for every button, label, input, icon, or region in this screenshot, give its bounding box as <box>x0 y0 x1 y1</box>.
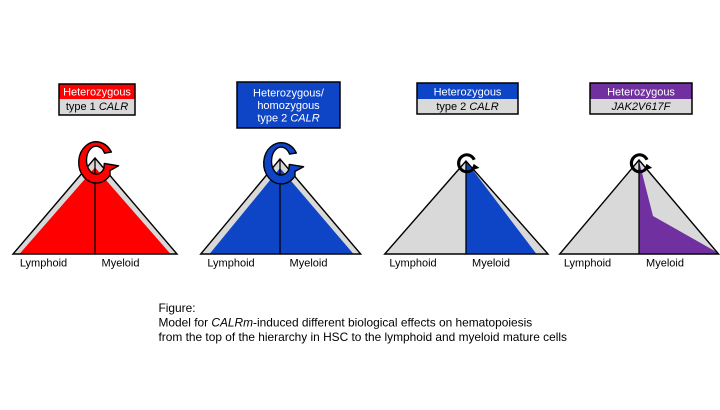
svg-text:JAK2V617F: JAK2V617F <box>611 101 672 113</box>
svg-text:Myeloid: Myeloid <box>646 257 684 269</box>
svg-text:type 2 CALR: type 2 CALR <box>257 113 319 125</box>
svg-text:Lymphoid: Lymphoid <box>207 257 254 269</box>
svg-text:Heterozygous/: Heterozygous/ <box>253 88 325 100</box>
svg-text:Lymphoid: Lymphoid <box>389 257 436 269</box>
svg-text:Heterozygous: Heterozygous <box>434 86 502 98</box>
svg-text:Model for CALRm-induced differ: Model for CALRm-induced different biolog… <box>159 315 533 329</box>
svg-text:Heterozygous: Heterozygous <box>607 86 675 98</box>
svg-text:Heterozygous: Heterozygous <box>63 87 131 99</box>
svg-text:Myeloid: Myeloid <box>290 257 328 269</box>
svg-text:Figure:: Figure: <box>159 301 196 315</box>
svg-text:from the top of the hierarchy: from the top of the hierarchy in HSC to … <box>159 330 567 344</box>
svg-text:type 2 CALR: type 2 CALR <box>436 101 498 113</box>
svg-text:Lymphoid: Lymphoid <box>20 257 67 269</box>
svg-text:homozygous: homozygous <box>257 100 320 112</box>
svg-text:Myeloid: Myeloid <box>102 257 140 269</box>
svg-text:type 1 CALR: type 1 CALR <box>66 101 128 113</box>
svg-text:Myeloid: Myeloid <box>472 257 510 269</box>
svg-text:Lymphoid: Lymphoid <box>564 257 611 269</box>
